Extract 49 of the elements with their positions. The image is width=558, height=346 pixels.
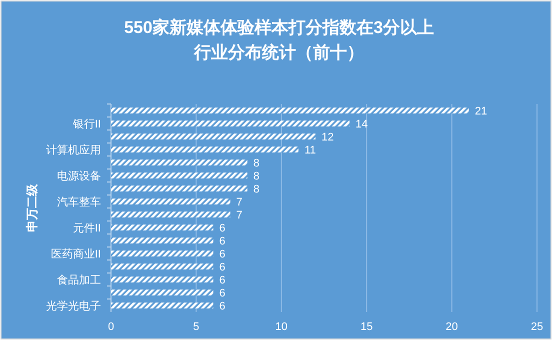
data-label: 6 [219,248,226,260]
data-label: 6 [219,288,226,300]
bar [111,198,230,204]
bar [111,134,316,140]
bar [111,108,469,114]
bar [111,224,214,230]
y-tick-label: 医药商业II [50,248,101,260]
data-label: 6 [219,262,226,274]
bar [111,264,214,270]
bar [111,276,214,282]
data-label: 12 [321,132,334,144]
y-tick-label: 食品加工 [57,274,101,286]
chart-subtitle: 行业分布统计（前十） [193,43,364,62]
y-tick-label: 计算机应用 [46,144,101,156]
bar [111,250,214,256]
y-tick-label: 元件II [72,222,101,234]
data-label: 14 [356,118,368,130]
bar [111,212,230,218]
bar [111,146,298,152]
bar [111,238,214,244]
data-label: 7 [236,210,242,222]
bar [111,120,350,126]
data-label: 21 [474,106,488,118]
bar [111,160,248,166]
data-label: 6 [219,236,226,248]
x-tick-label: 0 [108,321,114,333]
data-label: 7 [236,196,242,208]
bar [111,186,248,192]
x-tick-label: 5 [193,321,200,333]
x-tick-label: 20 [446,321,458,333]
bar [111,302,214,308]
data-label: 6 [219,222,226,234]
bar [111,290,214,296]
data-label: 8 [253,184,260,196]
y-tick-label: 银行II [72,118,101,130]
x-tick-label: 25 [530,321,544,333]
x-tick-label: 10 [275,321,288,333]
data-label: 6 [219,300,226,312]
data-label: 8 [253,158,260,170]
bar [111,172,248,178]
x-tick-label: 15 [360,321,373,333]
y-tick-label: 光学光电子 [46,300,101,312]
y-tick-label: 汽车整车 [57,196,101,208]
y-tick-label: 电源设备 [57,170,101,182]
data-label: 6 [219,274,226,286]
y-axis-title: 申万二级 [25,183,39,232]
data-label: 8 [253,170,260,182]
data-label: 11 [304,144,316,156]
chart-title: 550家新媒体体验样本打分指数在3分以上 [124,18,434,37]
